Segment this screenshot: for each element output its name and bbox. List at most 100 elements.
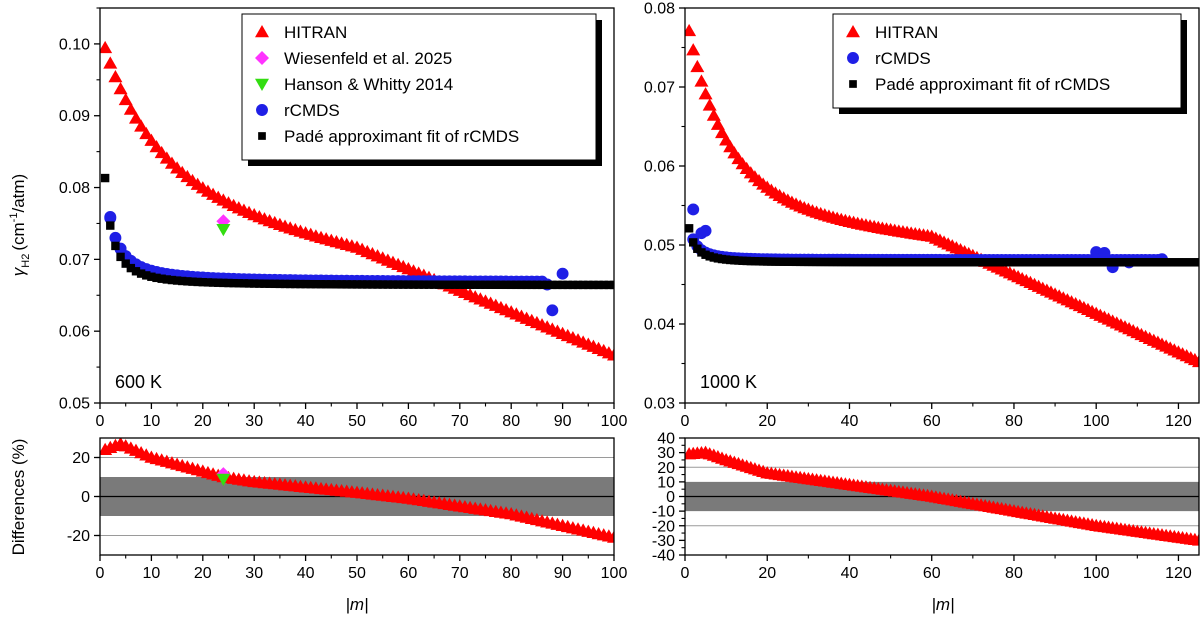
y-tick-label: 30 (657, 445, 675, 462)
data-point-pad-approximant-fit-of-rcmds (203, 278, 213, 287)
y-tick-label: 0.07 (644, 80, 675, 97)
y-axis-title-main: γH2(cm-1/atm) (8, 174, 32, 276)
data-point-pad-approximant-fit-of-rcmds (121, 259, 130, 268)
x-tick-label: 0 (681, 565, 690, 582)
data-point-pad-approximant-fit-of-rcmds (440, 280, 449, 289)
data-point-hitran (139, 126, 154, 140)
data-point-pad-approximant-fit-of-rcmds (229, 278, 238, 288)
data-point-pad-approximant-fit-of-rcmds (609, 280, 614, 290)
data-point-hitran (100, 40, 113, 54)
y-tick-label: 20 (657, 460, 675, 477)
data-point-pad-approximant-fit-of-rcmds (255, 279, 264, 288)
data-point-hitran (118, 92, 133, 106)
y-tick-label: 0.04 (644, 317, 675, 334)
data-point-pad-approximant-fit-of-rcmds (275, 279, 285, 289)
x-tick-label: 20 (194, 413, 212, 430)
data-point-hitran (134, 119, 149, 132)
x-tick-label: 80 (502, 413, 520, 430)
data-point-pad-approximant-fit-of-rcmds (285, 279, 295, 289)
y-axis-title-diff: Differences (%) (9, 439, 28, 556)
data-point-pad-approximant-fit-of-rcmds (399, 280, 408, 289)
data-point-pad-approximant-fit-of-rcmds (460, 280, 470, 289)
y-tick-label: 0.06 (644, 159, 675, 176)
legend-marker-hitran (846, 25, 860, 38)
legend-label: Padé approximant fit of rCMDS (284, 127, 519, 146)
data-point-pad-approximant-fit-of-rcmds (368, 280, 377, 289)
y-tick-label: -40 (652, 548, 675, 565)
y-tick-label: 20 (72, 450, 90, 467)
x-tick-label: 90 (554, 413, 572, 430)
data-point-pad-approximant-fit-of-rcmds (450, 280, 459, 289)
data-point-hitran (607, 530, 614, 543)
data-point-pad-approximant-fit-of-rcmds (291, 279, 300, 289)
data-point-pad-approximant-fit-of-rcmds (542, 280, 552, 290)
data-point-pad-approximant-fit-of-rcmds (136, 269, 146, 278)
data-point-hitran (710, 117, 725, 130)
data-point-pad-approximant-fit-of-rcmds (332, 280, 341, 289)
data-point-rcmds (687, 203, 700, 216)
data-point-rcmds (699, 224, 712, 237)
x-tick-label: 30 (245, 565, 263, 582)
data-point-pad-approximant-fit-of-rcmds (512, 280, 521, 290)
data-point-pad-approximant-fit-of-rcmds (578, 280, 588, 290)
data-point-pad-approximant-fit-of-rcmds (352, 280, 362, 289)
data-point-pad-approximant-fit-of-rcmds (507, 280, 516, 290)
data-point-pad-approximant-fit-of-rcmds (388, 280, 398, 289)
data-point-hanson-whitty-2014 (216, 223, 231, 237)
data-point-hitran (698, 87, 713, 100)
series-hanson-whitty-2014 (216, 223, 231, 237)
data-point-pad-approximant-fit-of-rcmds (234, 279, 243, 288)
data-point-pad-approximant-fit-of-rcmds (219, 278, 228, 288)
data-point-pad-approximant-fit-of-rcmds (116, 252, 125, 262)
data-point-pad-approximant-fit-of-rcmds (548, 280, 557, 290)
legend-label: rCMDS (875, 49, 931, 68)
data-point-rcmds (556, 267, 569, 280)
data-point-pad-approximant-fit-of-rcmds (183, 277, 192, 286)
data-point-pad-approximant-fit-of-rcmds (316, 280, 326, 289)
y-tick-label: 0 (81, 489, 90, 506)
data-point-hitran (685, 23, 697, 37)
data-point-pad-approximant-fit-of-rcmds (563, 280, 572, 290)
data-point-pad-approximant-fit-of-rcmds (599, 280, 608, 290)
data-point-pad-approximant-fit-of-rcmds (689, 238, 698, 247)
x-tick-label: 70 (451, 565, 469, 582)
data-point-rcmds (104, 211, 117, 223)
data-point-pad-approximant-fit-of-rcmds (337, 280, 346, 289)
series-pad-approximant-fit-of-rcmds (685, 224, 1199, 267)
x-tick-label: 100 (601, 413, 628, 430)
y-tick-label: 40 (657, 431, 675, 448)
data-point-pad-approximant-fit-of-rcmds (404, 280, 413, 289)
legend-marker-pad-approximant-fit-of-rcmds (258, 132, 266, 140)
legend-label: Hanson & Whitty 2014 (284, 75, 453, 94)
x-tick-label: 80 (1005, 565, 1023, 582)
x-tick-label: 20 (758, 565, 776, 582)
data-point-pad-approximant-fit-of-rcmds (553, 280, 562, 290)
x-tick-label: 120 (1165, 565, 1192, 582)
data-point-pad-approximant-fit-of-rcmds (517, 280, 526, 290)
data-point-pad-approximant-fit-of-rcmds (594, 280, 603, 290)
x-tick-label: 60 (923, 413, 941, 430)
data-point-hanson-whitty-2014 (216, 473, 231, 486)
x-tick-label: 40 (297, 413, 315, 430)
data-point-pad-approximant-fit-of-rcmds (584, 280, 593, 290)
data-point-pad-approximant-fit-of-rcmds (260, 279, 269, 288)
data-point-hitran (686, 43, 701, 56)
x-tick-label: 0 (96, 413, 105, 430)
legend-marker-pad-approximant-fit-of-rcmds (849, 80, 857, 88)
data-point-rcmds (109, 231, 122, 244)
data-point-hitran (1192, 354, 1199, 368)
y-tick-label: 0.08 (59, 180, 90, 197)
data-point-pad-approximant-fit-of-rcmds (527, 280, 536, 290)
data-point-pad-approximant-fit-of-rcmds (250, 279, 259, 288)
y-tick-label: -20 (652, 518, 675, 535)
x-tick-label: 40 (841, 565, 859, 582)
x-tick-label: 60 (400, 565, 418, 582)
series-pad-approximant-fit-of-rcmds (100, 173, 614, 290)
data-point-pad-approximant-fit-of-rcmds (383, 280, 393, 289)
x-tick-label: 80 (502, 565, 520, 582)
legend: HITRAN Wiesenfeld et al. 2025 Hanson & Whi… (241, 13, 602, 166)
y-tick-label: -20 (67, 528, 90, 545)
data-point-pad-approximant-fit-of-rcmds (301, 279, 310, 289)
data-point-pad-approximant-fit-of-rcmds (685, 224, 694, 233)
